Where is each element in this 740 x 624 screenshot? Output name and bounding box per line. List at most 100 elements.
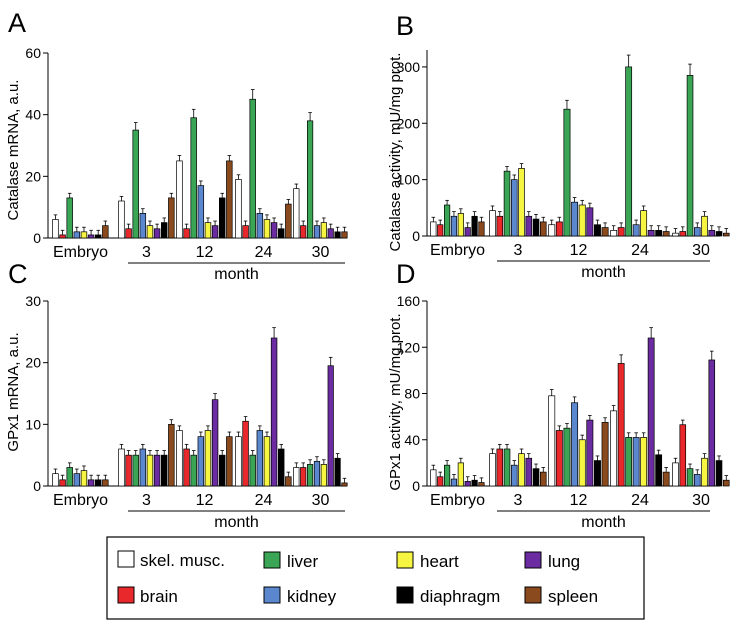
x-tick-label-c-3: 3 [142,492,151,509]
y-tick-label-d: 120 [397,339,421,355]
legend-swatch-brain [117,586,135,604]
x-tick-label-a-3: 3 [142,244,151,261]
y-tick-label-b: 300 [397,59,421,75]
bar-c-skel-musc-3 [118,448,125,487]
x-tick-label-d-3: 3 [514,492,523,509]
x-tick-label-b-24: 24 [631,242,649,259]
y-tick-label-d: 80 [404,386,420,402]
bar-d-kidney-embryo [450,478,458,487]
bar-c-kidney-3 [139,448,147,487]
bar-d-skel-musc-24 [610,410,618,487]
bar-a-skel-musc-24 [235,179,242,239]
bar-d-heart-embryo [457,462,464,487]
bar-b-spleen-3 [539,221,547,237]
bar-c-lung-30 [327,365,334,487]
bar-d-spleen-3 [539,471,547,487]
x-tick-label-a-30: 30 [312,244,330,261]
bar-d-skel-musc-3 [489,453,496,487]
legend-label-brain: brain [140,587,178,606]
bar-c-heart-24 [263,436,271,487]
bar-a-brain-24 [242,225,249,239]
x-tick-label-d-embryo: Embryo [430,492,485,509]
bar-c-heart-3 [146,454,154,487]
legend-label-heart: heart [420,552,459,571]
bar-b-skel-musc-12 [548,224,556,237]
bar-d-spleen-30 [722,479,730,487]
bar-a-heart-24 [263,219,271,239]
legend-label-spleen: spleen [548,587,598,606]
bar-d-brain-24 [617,363,625,487]
bar-b-lung-3 [525,215,533,237]
bar-a-lung-embryo [87,234,95,239]
y-tick-label-a: 40 [25,107,41,123]
bar-a-skel-musc-30 [293,188,300,239]
bar-b-liver-embryo [444,204,451,237]
bar-c-diaphragm-12 [219,454,226,487]
bar-d-lung-3 [525,457,533,487]
panel-d: D 0 40 80 120 160 GPx1 activity, mU/mg prot. Em… [387,259,730,531]
bar-b-lung-12 [586,207,594,237]
legend-item-spleen: spleen [524,586,598,606]
y-tick-label-b: 200 [397,115,421,131]
bar-a-diaphragm-embryo [94,234,102,239]
bar-b-skel-musc-embryo [430,221,437,237]
bar-b-lung-24 [647,230,655,237]
legend-label-lung: lung [548,552,580,571]
bar-c-heart-12 [204,430,212,487]
bar-a-lung-3 [153,228,161,239]
bar-c-kidney-12 [197,436,205,487]
bar-c-liver-embryo [66,467,73,487]
bar-c-brain-12 [183,448,190,487]
bar-a-kidney-24 [256,212,264,239]
y-tick-label-d: 0 [412,478,420,494]
x-tick-label-d-24: 24 [631,492,649,509]
x-axis-label-b: month [581,264,625,281]
bar-b-kidney-24 [632,224,640,237]
bar-d-spleen-12 [601,422,609,487]
bar-d-liver-30 [686,468,694,487]
y-axis-label-b: Catalase activity, mU/mg prot. [387,53,404,252]
x-tick-label-c-24: 24 [255,492,273,509]
bar-c-kidney-30 [313,460,321,487]
bar-d-skel-musc-embryo [430,469,437,487]
bar-d-brain-12 [555,430,563,487]
bar-a-liver-3 [132,129,139,239]
y-axis-label-d: GPx1 activity, mU/mg prot. [387,313,404,490]
legend-item-lung: lung [524,551,580,571]
bar-a-spleen-embryo [102,225,109,239]
bar-b-diaphragm-embryo [471,215,478,237]
bar-d-brain-30 [679,424,687,487]
bar-a-liver-12 [190,117,197,239]
y-tick-label-b: 100 [397,172,421,188]
bar-d-lung-12 [586,419,594,487]
bar-a-brain-12 [183,228,190,239]
bar-d-lung-24 [647,337,655,487]
bar-d-kidney-12 [571,402,579,487]
bar-b-lung-30 [708,230,716,237]
bar-c-skel-musc-30 [293,467,300,487]
y-tick-label-a: 60 [25,45,41,61]
bar-b-liver-30 [686,75,694,237]
bar-b-skel-musc-24 [610,230,618,237]
bar-c-diaphragm-3 [161,454,168,487]
bar-b-spleen-24 [662,231,670,237]
legend-label-liver: liver [287,552,319,571]
panel-letter-b: B [396,11,414,41]
bar-a-brain-embryo [59,234,66,239]
y-axis-label-c: GPx1 mRNA, a.u. [5,332,22,451]
bar-d-heart-24 [640,437,648,487]
bar-b-spleen-30 [722,232,730,237]
bar-d-kidney-24 [632,437,640,487]
bar-a-diaphragm-3 [161,222,168,239]
x-tick-label-d-12: 12 [570,492,588,509]
bar-c-brain-3 [125,454,132,487]
bar-a-skel-musc-3 [118,200,125,239]
bar-b-spleen-embryo [478,221,485,237]
bar-c-lung-24 [270,337,278,487]
bar-d-spleen-embryo [478,482,485,487]
x-tick-label-b-12: 12 [570,242,588,259]
bar-d-kidney-3 [511,464,518,487]
x-tick-label-b-embryo: Embryo [430,242,485,259]
bar-c-spleen-12 [226,436,233,487]
